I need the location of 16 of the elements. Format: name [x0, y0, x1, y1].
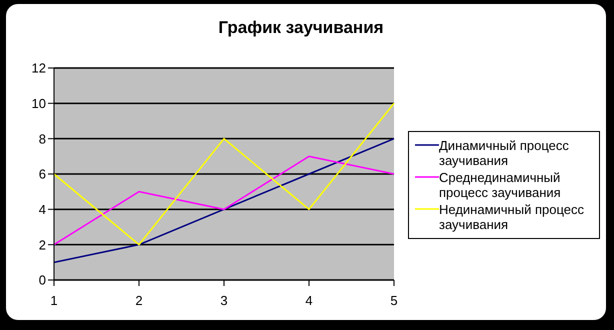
legend-label: Нединамичный процесс заучивания — [439, 202, 585, 232]
y-tick-label: 8 — [38, 131, 46, 146]
y-tick-label: 4 — [38, 202, 46, 217]
y-tick-label: 12 — [32, 60, 46, 76]
y-tick-label: 10 — [32, 96, 46, 111]
y-tick-label: 2 — [38, 237, 46, 252]
legend-label: Среднединамичный процесс заучивания — [439, 170, 562, 200]
y-tick-label: 0 — [38, 272, 46, 288]
x-tick-label: 4 — [305, 293, 313, 308]
x-tick-label: 1 — [50, 293, 58, 308]
x-tick-label: 5 — [390, 293, 398, 308]
legend-label: Динамичный процесс заучивания — [439, 138, 570, 168]
chart-title: График заучивания — [217, 18, 385, 38]
x-tick-label: 2 — [135, 293, 143, 308]
x-tick-label: 3 — [220, 293, 228, 308]
y-tick-label: 6 — [38, 166, 46, 182]
